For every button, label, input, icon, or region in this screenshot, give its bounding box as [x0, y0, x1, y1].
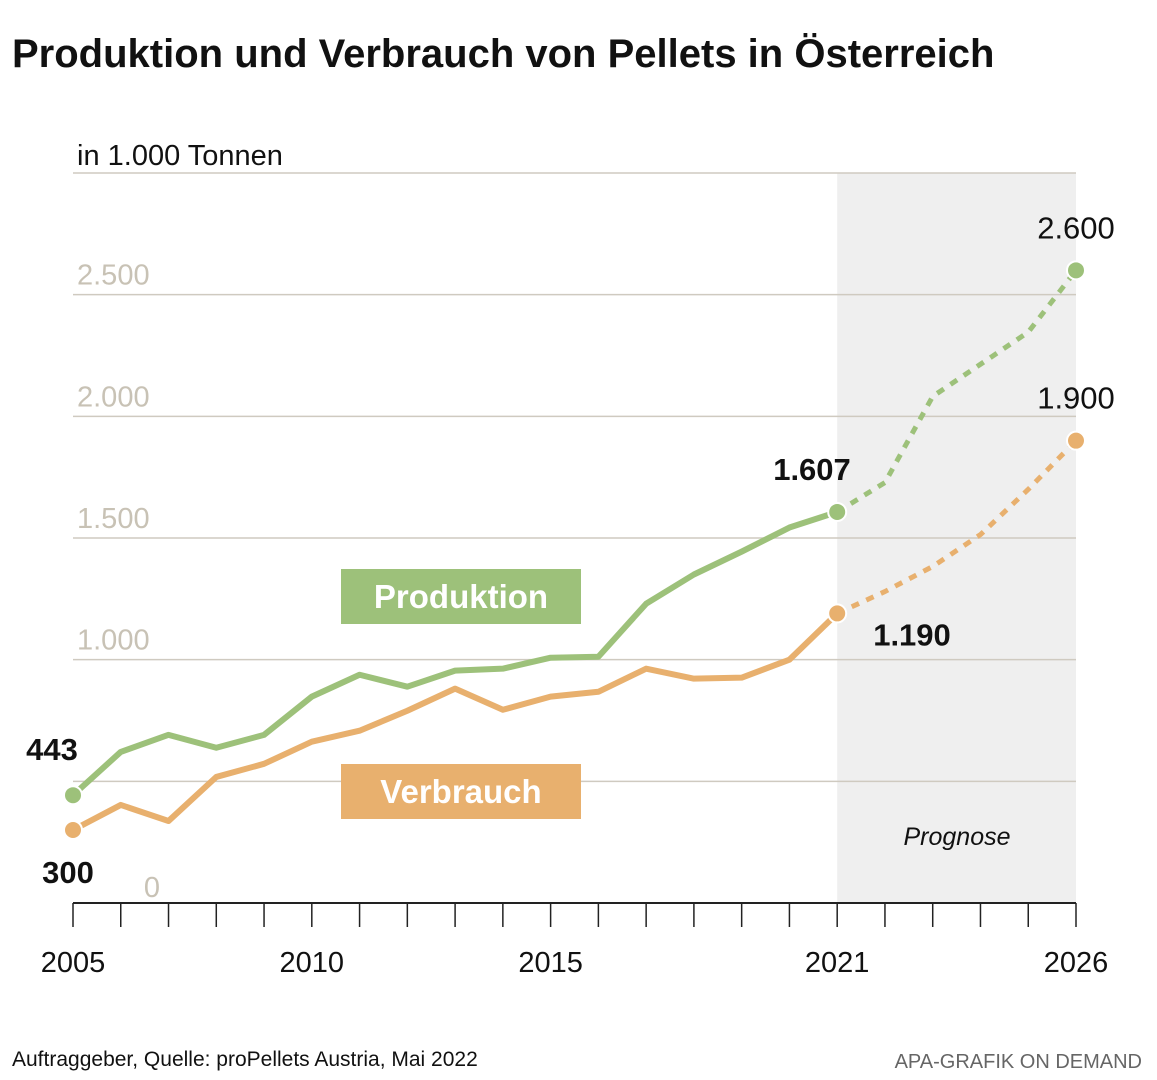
series-forecast-line-produktion: [835, 268, 1078, 515]
y-tick-label: 0: [144, 872, 160, 904]
data-point: [827, 501, 848, 522]
x-tick-label: 2015: [518, 947, 583, 979]
y-tick-label: 1.500: [77, 503, 150, 535]
series-line-produktion: [70, 509, 839, 798]
data-label: 443: [26, 732, 78, 767]
series-forecast-line-verbrauch: [836, 438, 1078, 616]
y-tick-label: 2.500: [77, 260, 150, 292]
chart-title: Produktion und Verbrauch von Pellets in …: [12, 31, 994, 76]
legend-box-produktion: [341, 569, 581, 624]
series-line-verbrauch: [71, 611, 840, 833]
legend-label: Verbrauch: [380, 773, 541, 810]
credit: APA-GRAFIK ON DEMAND: [895, 1051, 1142, 1073]
x-tick-label: 2021: [805, 947, 870, 979]
y-tick-label: 2.000: [77, 381, 150, 413]
data-label: 2.600: [1037, 210, 1115, 245]
data-point: [1066, 260, 1086, 281]
data-point: [63, 785, 83, 806]
source-note: Auftraggeber, Quelle: proPellets Austria…: [12, 1048, 478, 1071]
data-point: [1066, 430, 1086, 451]
y-tick-label: 1.000: [77, 625, 150, 657]
legend-label: Produktion: [374, 578, 548, 615]
x-tick-label: 2026: [1044, 947, 1109, 979]
x-tick-label: 2005: [41, 947, 106, 979]
forecast-label: Prognose: [903, 823, 1010, 851]
data-point: [827, 603, 848, 624]
x-tick-label: 2010: [280, 947, 345, 979]
data-point: [63, 820, 83, 840]
data-label: 1.607: [773, 452, 851, 487]
data-label: 300: [42, 855, 94, 890]
data-label: 1.190: [873, 617, 951, 652]
data-label: 1.900: [1037, 381, 1115, 416]
y-axis-unit: in 1.000 Tonnen: [77, 140, 283, 172]
legend-box-verbrauch: [341, 764, 581, 819]
